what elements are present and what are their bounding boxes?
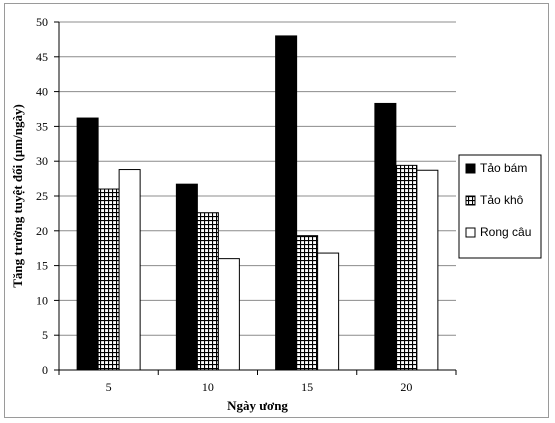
bar-tảo-khô-5 — [97, 188, 120, 371]
x-tick-label: 5 — [106, 380, 112, 394]
bar-tảo-bám-20 — [374, 102, 397, 371]
y-tick-labels: 0 5 10 15 20 25 30 35 40 45 50 — [36, 15, 59, 377]
bar-tảo-bám-10 — [175, 183, 198, 371]
x-tick-label: 20 — [400, 380, 412, 394]
bar-rong-câu-10 — [217, 258, 240, 371]
x-tick-label: 15 — [301, 380, 313, 394]
bar-rong-câu-15 — [317, 252, 340, 371]
bar-rong-câu-5 — [118, 169, 141, 371]
legend: Tảo bám Tảo khô Rong câu — [458, 154, 542, 259]
legend-label: Tảo khô — [480, 193, 524, 207]
y-tick-label: 35 — [36, 119, 48, 133]
y-axis-title: Tăng trưởng tuyệt đối (µm/ngày) — [10, 104, 25, 288]
y-tick-label: 30 — [36, 154, 48, 168]
bar-tảo-bám-5 — [76, 117, 99, 371]
legend-label: Tảo bám — [480, 161, 527, 175]
x-axis-title: Ngày ương — [227, 398, 288, 413]
y-tick-label: 15 — [36, 259, 48, 273]
bars — [76, 35, 439, 371]
y-tick-label: 5 — [42, 328, 48, 342]
bar-rong-câu-20 — [416, 169, 439, 371]
x-tick-label: 10 — [202, 380, 214, 394]
y-tick-label: 40 — [36, 85, 48, 99]
y-tick-label: 45 — [36, 50, 48, 64]
bar-tảo-khô-10 — [196, 212, 219, 371]
x-tick-labels: 5 10 15 20 — [58, 370, 457, 394]
y-tick-label: 50 — [36, 15, 48, 29]
y-tick-label: 10 — [36, 293, 48, 307]
legend-swatch — [465, 227, 476, 238]
y-tick-label: 25 — [36, 189, 48, 203]
legend-swatch — [465, 163, 476, 174]
bar-tảo-khô-20 — [395, 164, 418, 371]
bar-tảo-bám-15 — [275, 35, 298, 371]
y-tick-label: 0 — [42, 363, 48, 377]
y-tick-label: 20 — [36, 224, 48, 238]
bar-tảo-khô-15 — [296, 235, 319, 371]
legend-label: Rong câu — [480, 225, 531, 239]
legend-swatch — [465, 195, 476, 206]
